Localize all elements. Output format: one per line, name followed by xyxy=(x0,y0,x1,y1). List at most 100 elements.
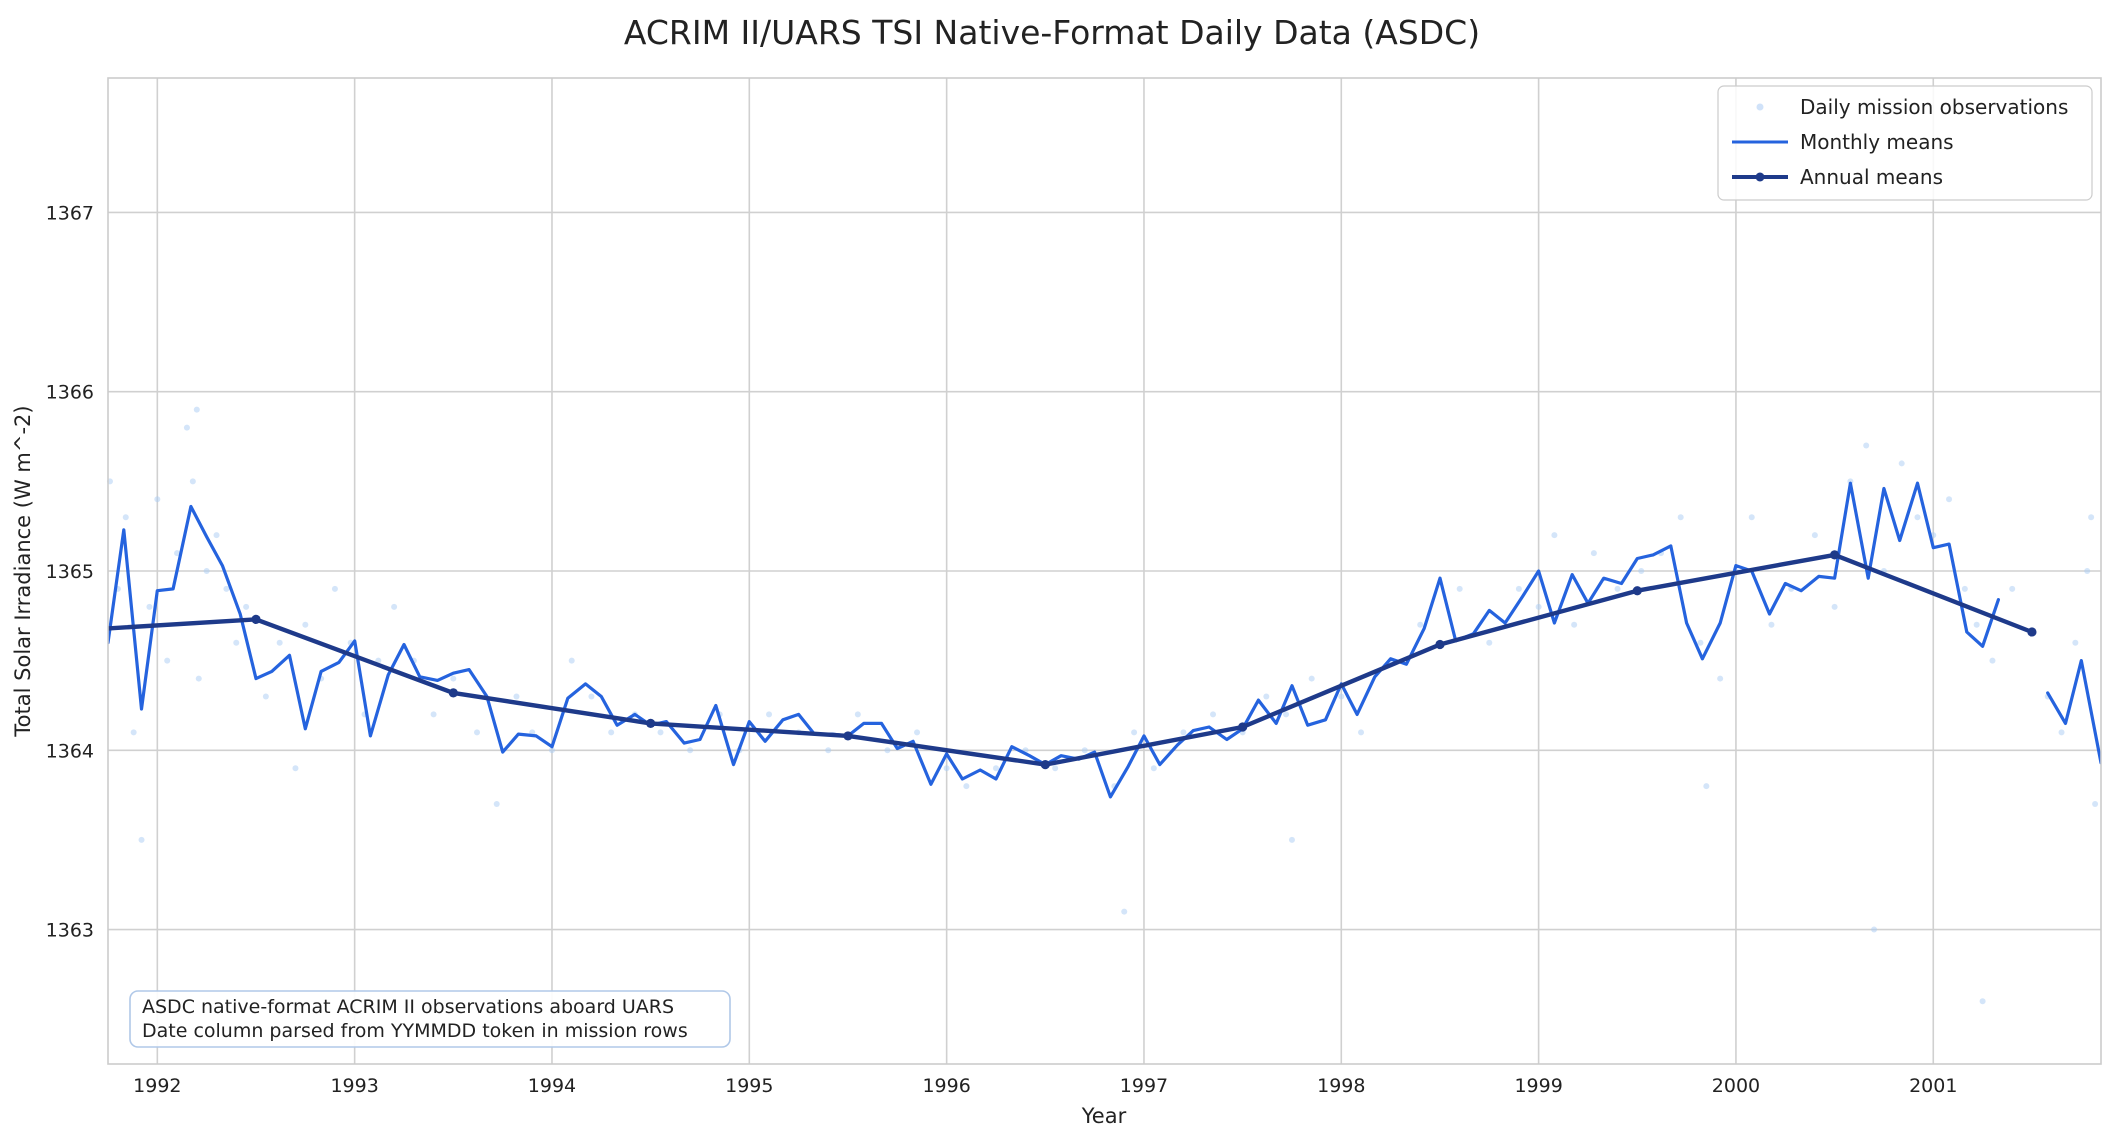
legend: Daily mission observations Monthly means… xyxy=(1717,85,2093,201)
daily-point xyxy=(1979,998,1986,1005)
daily-point xyxy=(2009,585,2016,592)
daily-point xyxy=(2084,568,2091,574)
daily-point xyxy=(1210,711,1217,718)
y-tick-labels: 1363 1364 1365 1366 1367 xyxy=(46,202,94,941)
daily-point xyxy=(164,657,171,664)
daily-point xyxy=(1551,532,1558,539)
daily-point xyxy=(1973,621,1980,628)
daily-point xyxy=(1180,729,1187,736)
x-tick-label: 1997 xyxy=(1120,1075,1168,1097)
annual-mean-point xyxy=(646,718,656,728)
daily-point xyxy=(130,729,137,736)
daily-point xyxy=(1283,711,1290,718)
annual-mean-point xyxy=(1040,760,1050,770)
monthly-means-series xyxy=(108,481,2101,799)
legend-daily-label: Daily mission observations xyxy=(1800,95,2068,119)
daily-point xyxy=(243,603,250,610)
daily-point xyxy=(174,550,181,557)
daily-point xyxy=(1697,639,1704,646)
daily-point xyxy=(122,514,129,521)
x-tick-label: 1995 xyxy=(725,1075,773,1097)
daily-point xyxy=(391,603,398,610)
daily-point xyxy=(146,603,153,610)
annual-means-series xyxy=(108,550,2037,770)
daily-point xyxy=(1717,675,1724,682)
daily-point xyxy=(548,747,555,754)
daily-point xyxy=(1748,514,1755,521)
daily-point xyxy=(1358,729,1365,736)
daily-point xyxy=(766,711,773,718)
daily-point xyxy=(1535,603,1542,610)
daily-point xyxy=(1871,926,1878,933)
daily-point xyxy=(154,496,161,503)
daily-point xyxy=(138,836,145,843)
daily-point xyxy=(1515,585,1522,592)
legend-annual-marker xyxy=(1755,172,1765,182)
daily-point xyxy=(1677,514,1684,521)
daily-point xyxy=(992,765,999,772)
daily-point xyxy=(657,729,664,736)
daily-point xyxy=(189,478,196,485)
annual-mean-point xyxy=(843,731,853,741)
y-axis-label: Total Solar Irradiance (W m^-2) xyxy=(11,405,35,737)
y-tick-label: 1363 xyxy=(46,920,94,942)
x-axis-label: Year xyxy=(1081,1104,1127,1128)
y-tick-label: 1365 xyxy=(46,561,94,583)
daily-point xyxy=(1308,675,1315,682)
grid-lines xyxy=(108,78,2101,1064)
legend-box xyxy=(1717,85,2093,201)
daily-point xyxy=(1703,783,1710,790)
plot-frame xyxy=(107,77,2102,1065)
daily-point xyxy=(513,693,520,700)
legend-annual-label: Annual means xyxy=(1800,165,1943,189)
daily-point xyxy=(1768,621,1775,628)
daily-point xyxy=(474,729,481,736)
daily-point xyxy=(262,693,269,700)
daily-point xyxy=(608,729,615,736)
monthly-means-line xyxy=(108,481,2101,799)
annual-mean-point xyxy=(1435,639,1445,650)
daily-point xyxy=(1590,550,1597,557)
annual-mean-point xyxy=(1632,586,1642,596)
daily-point xyxy=(195,675,202,682)
annotation-box: ASDC native-format ACRIM II observations… xyxy=(129,990,731,1048)
daily-point xyxy=(1946,496,1953,503)
daily-point xyxy=(430,711,437,718)
daily-point xyxy=(213,532,220,539)
daily-point xyxy=(854,711,861,718)
daily-point xyxy=(203,568,210,574)
daily-point xyxy=(687,747,694,754)
annual-mean-point xyxy=(251,614,261,625)
daily-point xyxy=(1863,442,1870,449)
daily-point xyxy=(1811,532,1818,539)
daily-point xyxy=(233,639,240,646)
daily-point xyxy=(2092,801,2099,808)
x-tick-label: 1994 xyxy=(528,1075,576,1097)
daily-point xyxy=(1338,693,1345,700)
daily-point xyxy=(223,585,230,592)
annual-mean-point xyxy=(1238,722,1248,732)
y-tick-label: 1367 xyxy=(46,202,94,224)
x-tick-label: 1998 xyxy=(1317,1075,1365,1097)
daily-point xyxy=(943,765,950,772)
daily-point xyxy=(1898,460,1905,467)
annotation-line-1: ASDC native-format ACRIM II observations… xyxy=(142,996,674,1018)
y-tick-label: 1366 xyxy=(46,382,94,404)
daily-point xyxy=(2058,729,2065,736)
daily-point xyxy=(1914,514,1921,521)
x-tick-label: 2000 xyxy=(1712,1075,1760,1097)
y-tick-label: 1364 xyxy=(46,740,94,762)
x-tick-labels: 1992 1993 1994 1995 1996 1997 1998 1999 2000 2001 xyxy=(133,1075,1957,1097)
legend-daily-marker xyxy=(1756,103,1764,111)
daily-point xyxy=(183,424,190,431)
legend-monthly-label: Monthly means xyxy=(1800,130,1954,154)
daily-point xyxy=(276,639,283,646)
daily-point xyxy=(1638,568,1645,574)
daily-point xyxy=(1961,585,1968,592)
daily-point xyxy=(1121,908,1128,915)
annotation-line-2: Date column parsed from YYMMDD token in … xyxy=(142,1020,688,1042)
daily-point xyxy=(1571,621,1578,628)
daily-point xyxy=(1989,657,1996,664)
daily-point xyxy=(1052,765,1059,772)
